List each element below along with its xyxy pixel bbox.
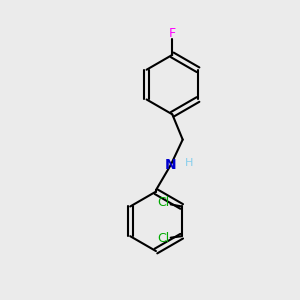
Text: F: F (169, 27, 176, 40)
Text: N: N (165, 158, 177, 172)
Text: H: H (184, 158, 193, 168)
Text: Cl: Cl (157, 196, 169, 209)
Text: Cl: Cl (157, 232, 169, 245)
